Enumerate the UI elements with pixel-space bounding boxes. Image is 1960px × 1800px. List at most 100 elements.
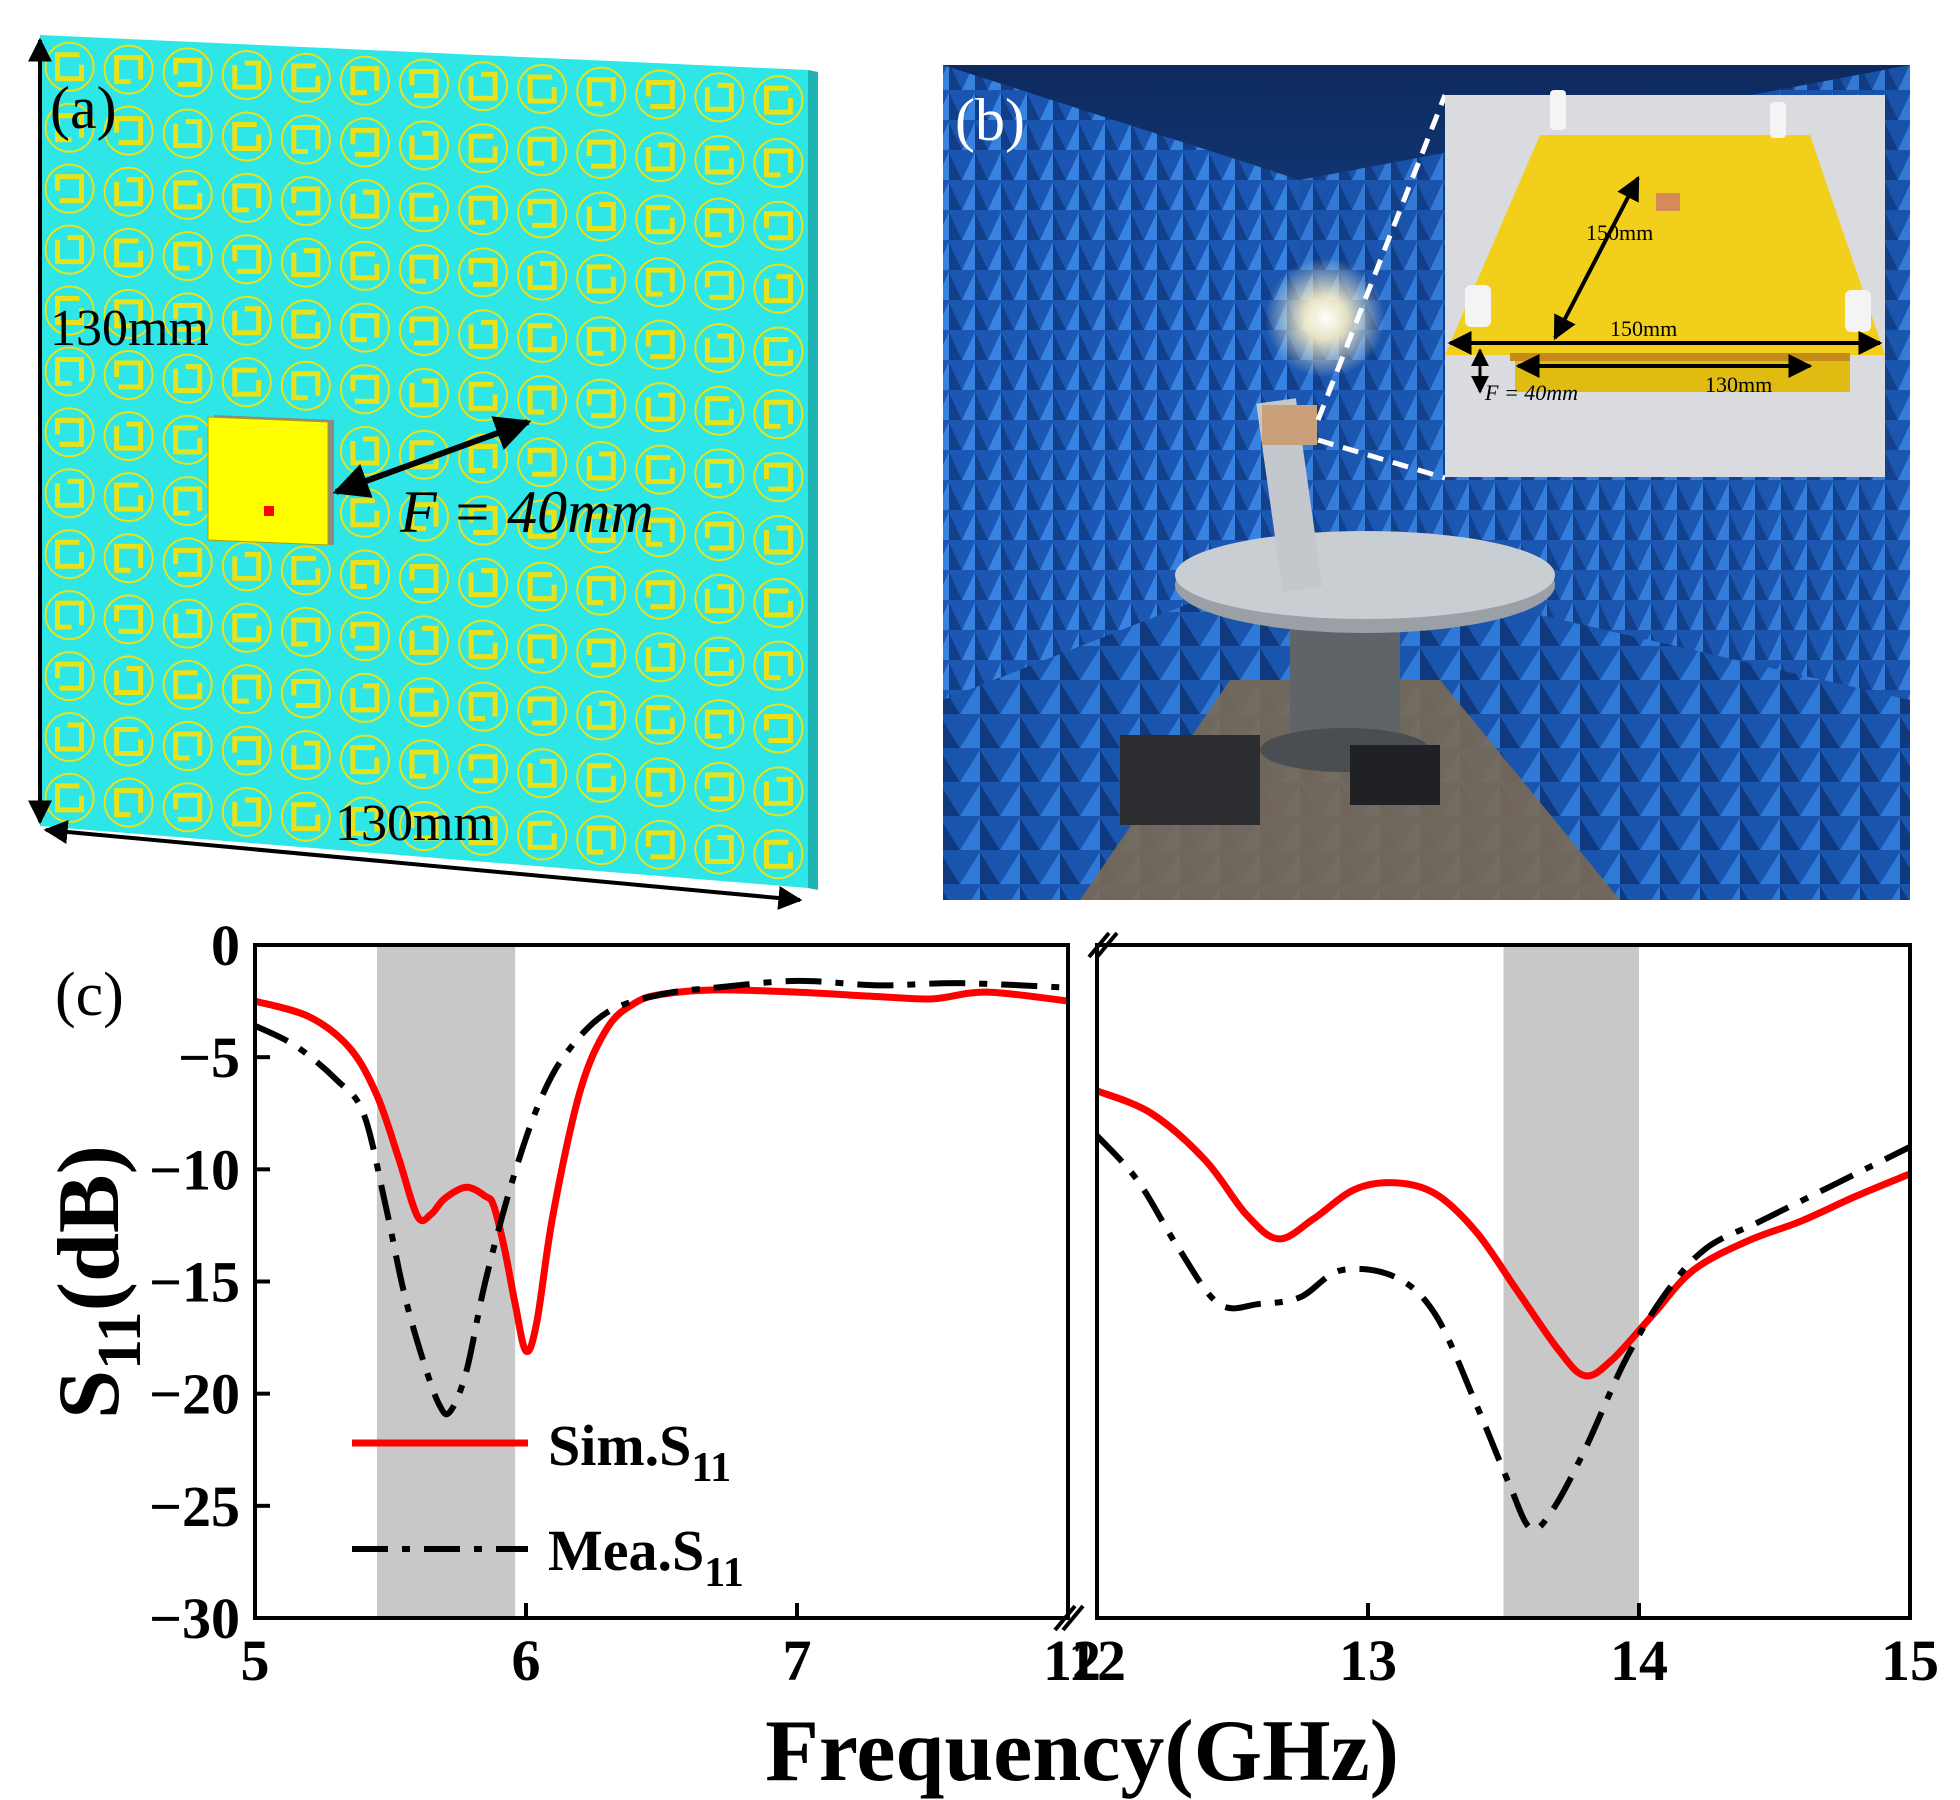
shaded-bands [376, 945, 1639, 1618]
unit-cell [280, 360, 331, 411]
panel-c-label: (c) [55, 961, 124, 1029]
unit-cell [339, 240, 390, 291]
unit-cell [517, 250, 568, 301]
inset-height-arrow [1553, 175, 1640, 341]
unit-cell [576, 690, 627, 741]
unit-cell [694, 699, 745, 750]
unit-cell [339, 55, 390, 106]
sim-s11-line [254, 986, 1069, 1356]
unit-cell [162, 537, 213, 588]
callout-line-bottom [1317, 437, 1446, 481]
unit-cell [635, 319, 686, 370]
horizontal-dimension-label: 130mm [335, 795, 494, 852]
unit-cell [221, 541, 272, 592]
unit-cell [635, 382, 686, 433]
y-axis-label: S11(dB) [41, 1145, 154, 1419]
unit-cell [280, 176, 331, 227]
unit-cell [221, 111, 272, 162]
y-tick-label: 0 [211, 913, 240, 978]
unit-cell [399, 182, 449, 233]
unit-cell [694, 72, 745, 123]
unit-cell [635, 694, 686, 745]
unit-cell [339, 672, 390, 723]
right-plot-frame [1095, 943, 1912, 1620]
unit-cell [103, 594, 154, 645]
unit-cell [753, 326, 804, 377]
unit-cell [339, 117, 390, 168]
unit-cell [162, 721, 213, 772]
unit-cell [635, 757, 686, 808]
unit-cell [458, 619, 509, 670]
unit-cell [517, 126, 568, 177]
x-tick-label: 5 [241, 1628, 270, 1693]
unit-cell [753, 452, 804, 503]
unit-cell [517, 375, 568, 426]
unit-cell [280, 114, 331, 165]
y-tick-label: −10 [149, 1137, 240, 1202]
unit-cell [339, 549, 390, 600]
unit-cell [458, 247, 509, 298]
unit-cell [694, 761, 745, 812]
panel-a-label: (a) [50, 75, 117, 141]
x-tick-label: 7 [783, 1628, 812, 1693]
unit-cell [221, 172, 272, 223]
unit-cell [694, 323, 745, 374]
x-axis-label: Frequency(GHz) [765, 1703, 1399, 1800]
legend-sim-label: Sim.S11 [548, 1413, 731, 1491]
unit-cell [635, 132, 686, 183]
inset-width-label: 150mm [1610, 316, 1677, 341]
unit-cell [458, 557, 509, 608]
unit-cell [517, 499, 568, 550]
unit-cell [221, 295, 272, 346]
unit-cell [753, 640, 804, 691]
unit-cell [339, 179, 390, 230]
inset-inner-label: 130mm [1705, 372, 1772, 397]
unit-cell [458, 681, 509, 732]
unit-cell [103, 288, 154, 339]
panel-c-s11-chart: 0 −5 −10 −15 −20 −25 −305 6 7 12 13 14 15 12 Sim.S11 … [41, 913, 1939, 1800]
x-tick-label: 12 [1068, 1628, 1126, 1693]
unit-cell [221, 664, 272, 715]
unit-cell [339, 364, 390, 415]
unit-cell [339, 734, 390, 785]
unit-cell [576, 66, 627, 117]
horizontal-dimension-arrow [43, 820, 803, 910]
unit-cell [517, 748, 568, 799]
unit-cell [753, 263, 804, 314]
unit-cell [694, 197, 745, 248]
unit-cell [103, 716, 154, 767]
callout-line-top [1315, 94, 1448, 421]
unit-cell [753, 766, 804, 817]
unit-cell [221, 50, 272, 101]
feed-antenna [207, 415, 334, 546]
unit-cell [399, 677, 449, 728]
unit-cell [635, 632, 686, 683]
unit-cell [103, 105, 154, 156]
panel-b-anechoic-chamber-photo: (b) 150mm 150mm 130mm F = 40mm [943, 65, 1910, 900]
unit-cell [280, 730, 331, 781]
vertical-dimension-label: 130mm [50, 300, 209, 357]
unit-cell [753, 200, 804, 251]
focal-distance-label: F = 40mm [399, 479, 654, 545]
unit-cell [103, 227, 154, 278]
unit-cell [399, 305, 449, 356]
y-tick-label: −20 [149, 1362, 240, 1427]
unit-cell [458, 61, 509, 112]
turntable-positioner [1120, 398, 1555, 825]
focal-distance-arrow [332, 416, 532, 498]
unit-cell [162, 292, 213, 343]
unit-cell [103, 655, 154, 706]
unit-cell [399, 58, 449, 109]
unit-cell [103, 533, 154, 584]
unit-cell [635, 507, 686, 558]
x-tick-label: 15 [1881, 1628, 1939, 1693]
unit-cell [576, 628, 627, 679]
unit-cell [162, 169, 213, 220]
legend-mea-label: Mea.S11 [548, 1518, 744, 1596]
unit-cell [162, 231, 213, 282]
unit-cell [694, 573, 745, 624]
feed-port [264, 506, 274, 516]
chart-ticks: 0 −5 −10 −15 −20 −25 −305 6 7 12 13 14 15 12 [149, 913, 1939, 1693]
y-tick-label: −30 [149, 1586, 240, 1651]
